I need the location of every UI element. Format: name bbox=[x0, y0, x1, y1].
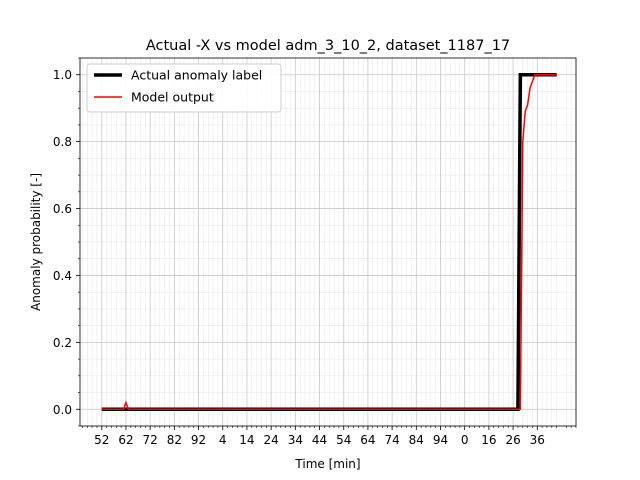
chart-title: Actual -X vs model adm_3_10_2, dataset_1… bbox=[146, 38, 510, 54]
x-tick-label: 0 bbox=[461, 433, 469, 447]
x-tick-label: 92 bbox=[191, 433, 206, 447]
series-layer bbox=[101, 72, 557, 412]
x-tick-label: 64 bbox=[360, 433, 375, 447]
y-axis-title: Anomaly probability [-] bbox=[29, 173, 43, 311]
axes: 52 62 72 82 92 4 14 24 34 44 54 64 74 84 94 0 16 26 36 0.0 0… bbox=[53, 57, 577, 447]
y-tick-label: 0.0 bbox=[53, 403, 72, 417]
x-tick-label: 36 bbox=[530, 433, 545, 447]
series-line-model bbox=[101, 73, 557, 411]
legend-label-actual: Actual anomaly label bbox=[131, 68, 262, 83]
x-axis-title: Time [min] bbox=[294, 457, 360, 471]
x-tick-label: 52 bbox=[94, 433, 109, 447]
x-tick-label: 62 bbox=[118, 433, 133, 447]
y-tick-label: 0.8 bbox=[53, 135, 72, 149]
x-tick-label: 74 bbox=[384, 433, 399, 447]
y-tick-label: 0.6 bbox=[53, 202, 72, 216]
x-tick-label: 26 bbox=[505, 433, 520, 447]
x-tick-label: 24 bbox=[264, 433, 279, 447]
x-tick-label: 44 bbox=[312, 433, 327, 447]
x-tick-label: 72 bbox=[143, 433, 158, 447]
y-tick-label: 0.4 bbox=[53, 269, 72, 283]
legend-box bbox=[86, 63, 282, 113]
x-tick-label: 54 bbox=[336, 433, 351, 447]
y-tick-label: 0.2 bbox=[53, 336, 72, 350]
y-tick-label: 1.0 bbox=[53, 68, 72, 82]
legend: Actual anomaly label Model output bbox=[86, 63, 282, 113]
x-tick-label: 84 bbox=[409, 433, 424, 447]
x-tick-label: 4 bbox=[219, 433, 227, 447]
legend-label-model: Model output bbox=[131, 90, 214, 105]
x-tick-label: 94 bbox=[433, 433, 448, 447]
x-tick-label: 14 bbox=[239, 433, 254, 447]
x-tick-label: 34 bbox=[288, 433, 303, 447]
grid bbox=[80, 57, 577, 427]
x-tick-label: 16 bbox=[481, 433, 496, 447]
x-tick-label: 82 bbox=[167, 433, 182, 447]
